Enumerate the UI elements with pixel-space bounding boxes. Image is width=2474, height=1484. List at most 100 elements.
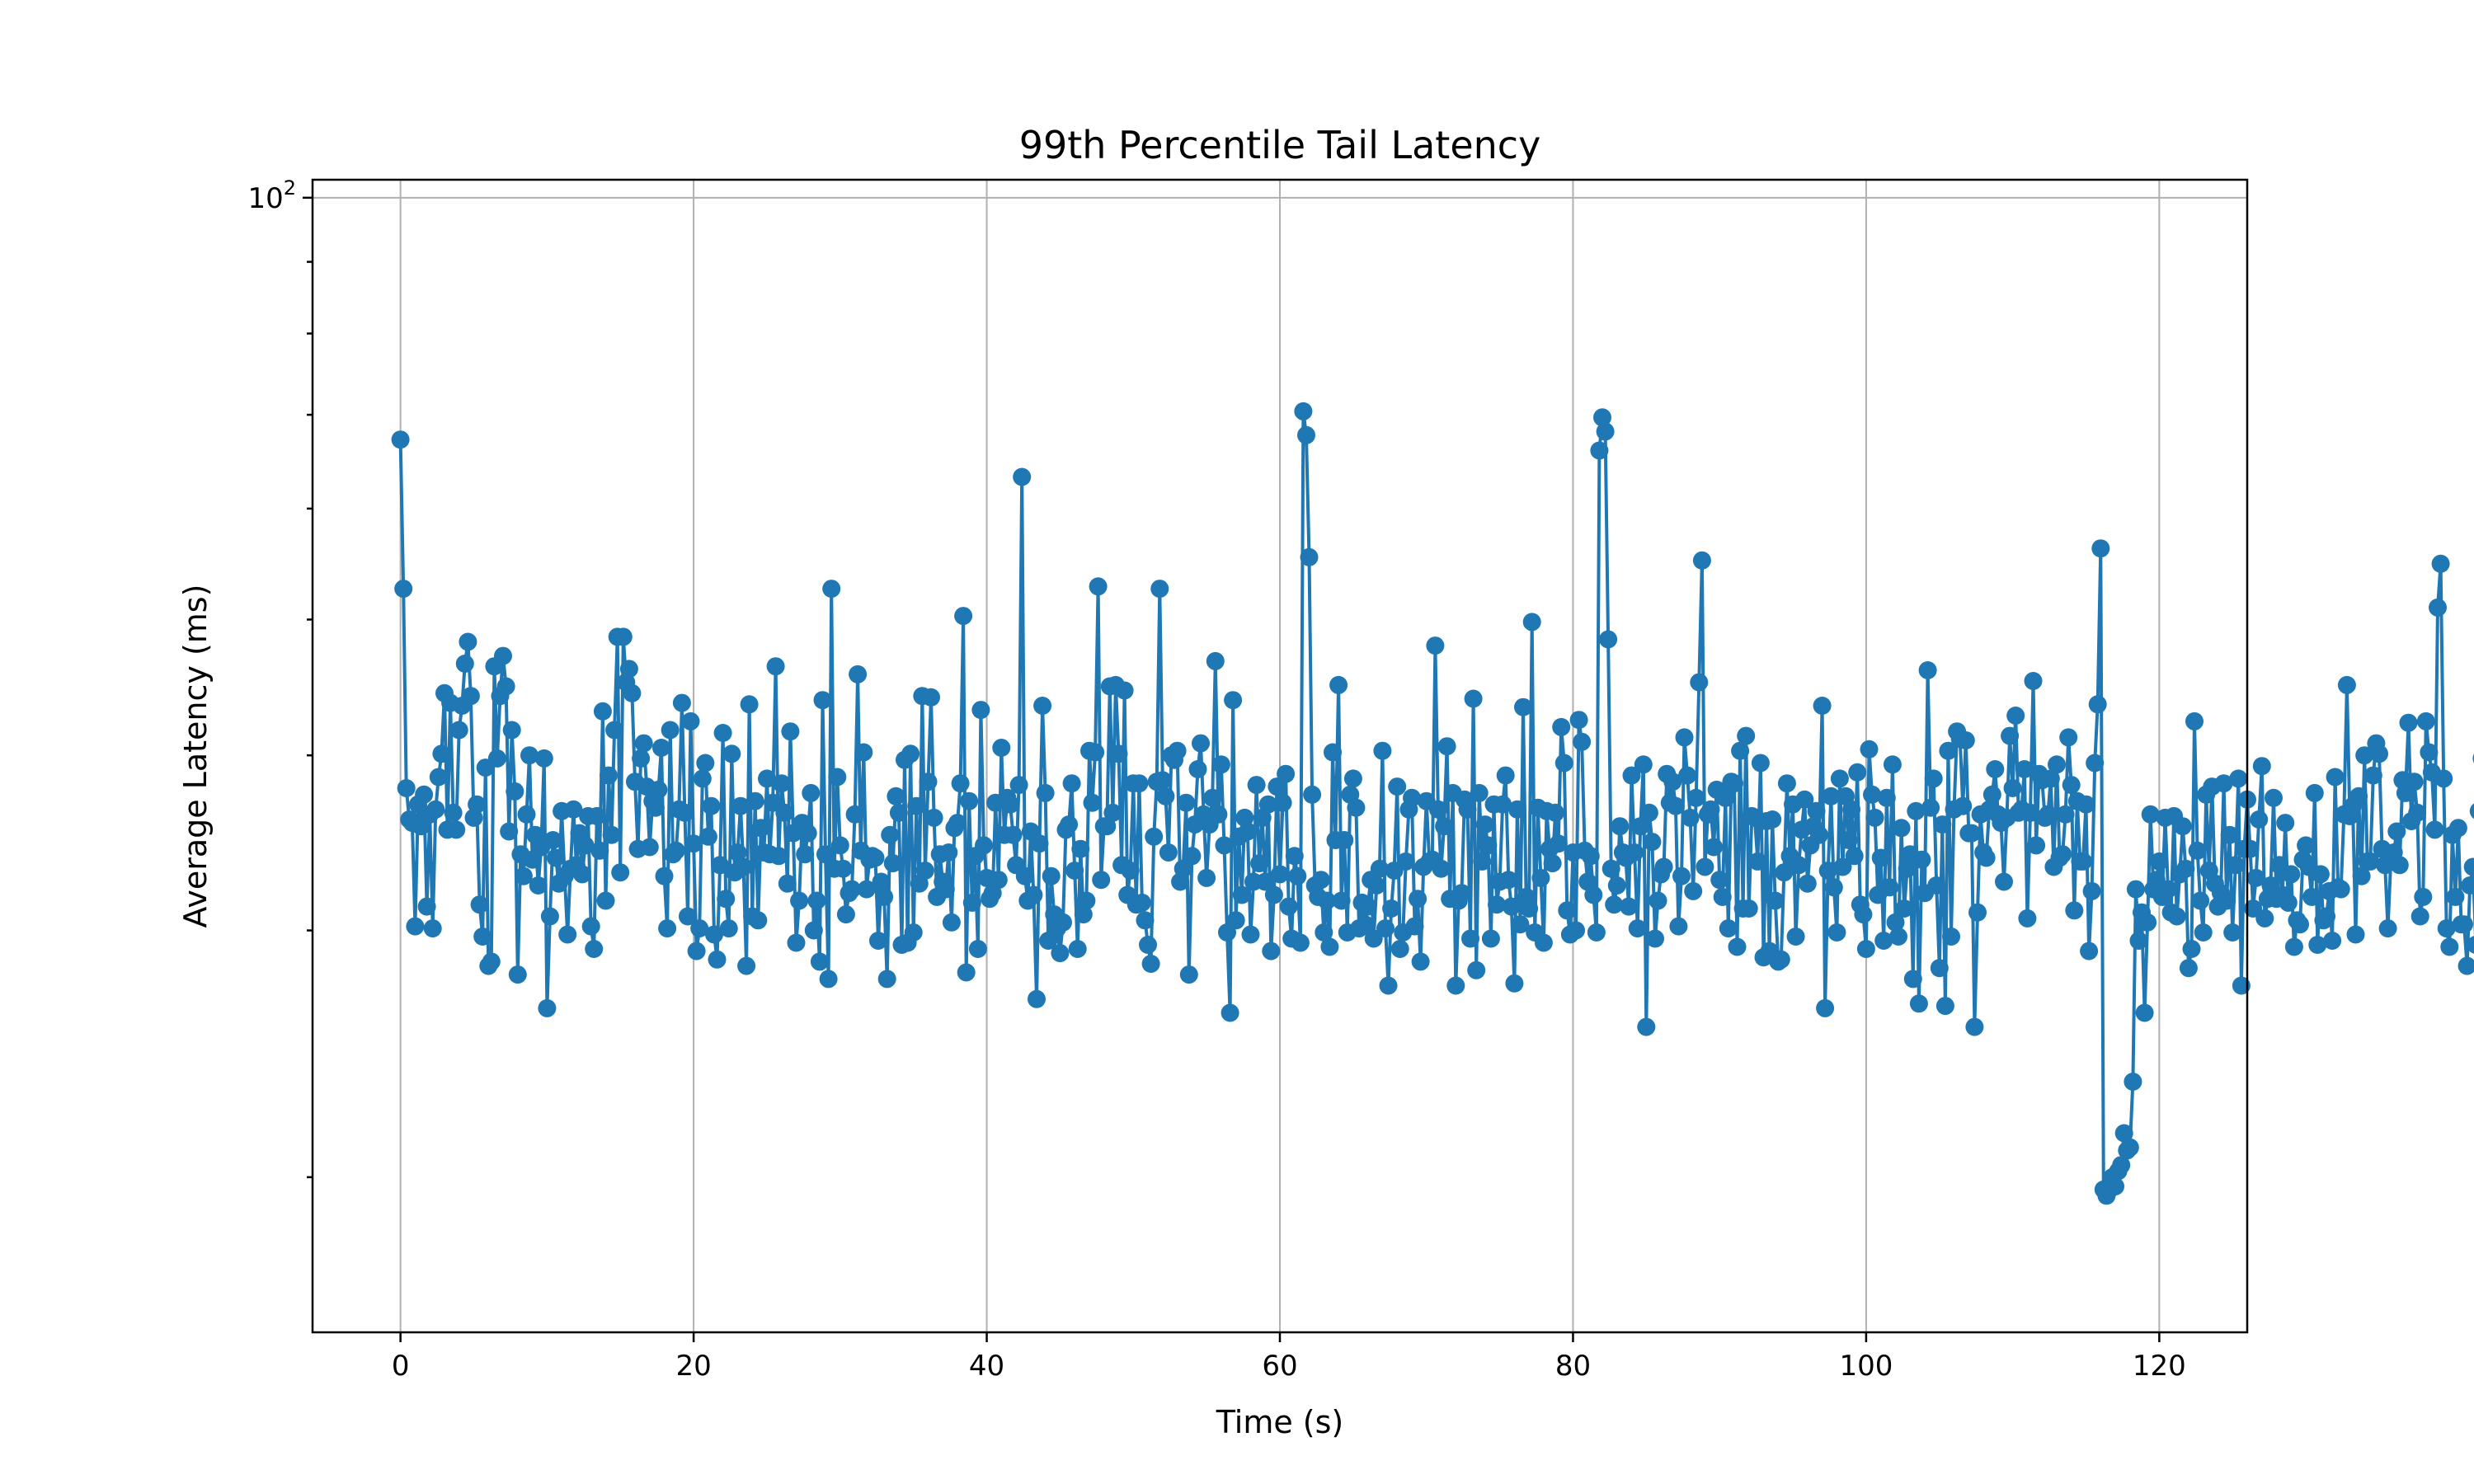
data-point (883, 854, 902, 873)
data-point (455, 655, 474, 673)
data-point (661, 721, 680, 740)
data-point (1009, 776, 1028, 795)
data-point (423, 919, 442, 938)
data-point (1256, 872, 1275, 891)
data-point (640, 838, 659, 857)
data-point (971, 701, 990, 720)
data-point (2015, 760, 2034, 778)
data-point (849, 665, 868, 683)
data-point (854, 743, 873, 762)
data-point (1909, 994, 1928, 1013)
data-point (717, 890, 736, 909)
data-point (2141, 805, 2160, 824)
data-point (1505, 974, 1524, 993)
data-point (713, 724, 732, 742)
data-point (804, 921, 823, 940)
data-point (2399, 713, 2418, 732)
data-point (1798, 874, 1817, 893)
data-point (2455, 915, 2473, 934)
data-point (1649, 891, 1667, 910)
data-point (2126, 880, 2145, 899)
data-point (1153, 771, 1172, 790)
data-point (1675, 728, 1694, 747)
data-point (1499, 871, 1518, 890)
data-point (1036, 783, 1055, 802)
data-point (596, 891, 615, 910)
data-point (992, 739, 1011, 757)
data-point (1241, 925, 1260, 944)
data-point (1827, 923, 1846, 942)
data-point (2458, 956, 2474, 975)
data-point (529, 876, 548, 895)
data-point (679, 907, 697, 926)
data-point (872, 872, 891, 891)
data-point (948, 814, 967, 833)
data-point (1473, 852, 1492, 871)
data-point (1839, 831, 1858, 849)
data-point (737, 956, 756, 975)
data-point (1927, 876, 1946, 895)
data-point (2284, 937, 2303, 956)
data-point (649, 780, 668, 799)
data-point (2048, 755, 2066, 774)
data-point (1139, 936, 1157, 954)
data-point (681, 711, 700, 730)
data-point (702, 796, 721, 815)
data-point (1531, 868, 1550, 887)
data-point (1898, 859, 1917, 878)
data-point (2276, 814, 2295, 833)
data-point (2159, 880, 2177, 899)
data-point (2420, 743, 2439, 762)
data-point (1865, 808, 1884, 827)
data-point (1663, 773, 1682, 791)
data-point (1511, 915, 1530, 934)
data-point (2241, 839, 2260, 858)
data-point (828, 768, 847, 787)
data-point (2229, 769, 2248, 788)
data-point (1411, 952, 1430, 971)
data-point (1235, 808, 1254, 827)
data-point (857, 880, 876, 899)
data-point (417, 897, 436, 916)
data-point (734, 857, 753, 876)
data-point (646, 798, 665, 817)
data-point (1863, 785, 1881, 804)
data-point (2255, 909, 2274, 928)
data-point (1977, 848, 1996, 867)
data-point (1268, 777, 1286, 796)
data-point (1686, 788, 1705, 807)
data-point (1221, 1003, 1239, 1022)
data-point (1856, 940, 1875, 958)
data-point (1042, 866, 1061, 885)
data-point (2246, 868, 2265, 887)
data-point (2326, 768, 2345, 787)
data-point (1458, 800, 1477, 819)
data-point (2082, 881, 2101, 900)
data-point (816, 845, 835, 864)
data-point (2308, 936, 2327, 954)
data-point (1587, 923, 1606, 942)
data-point (1464, 689, 1483, 708)
data-point (2077, 795, 2095, 814)
data-point (2352, 866, 2371, 885)
data-point (1030, 834, 1049, 853)
data-point (2446, 887, 2465, 906)
data-point (534, 749, 553, 768)
data-point (547, 848, 565, 867)
data-point (1311, 871, 1330, 890)
data-point (1965, 1017, 1984, 1036)
data-point (798, 824, 817, 843)
data-point (1077, 891, 1096, 910)
data-point (1188, 760, 1207, 778)
data-point (1921, 798, 1940, 817)
data-point (1731, 741, 1750, 760)
data-point (2073, 852, 2092, 871)
data-point (1250, 854, 1269, 873)
data-point (690, 919, 709, 938)
data-point (1168, 741, 1187, 760)
data-point (2431, 554, 2450, 573)
data-point (1507, 800, 1526, 819)
data-point (1763, 810, 1782, 829)
data-point (652, 739, 670, 757)
data-point (2059, 728, 2078, 747)
